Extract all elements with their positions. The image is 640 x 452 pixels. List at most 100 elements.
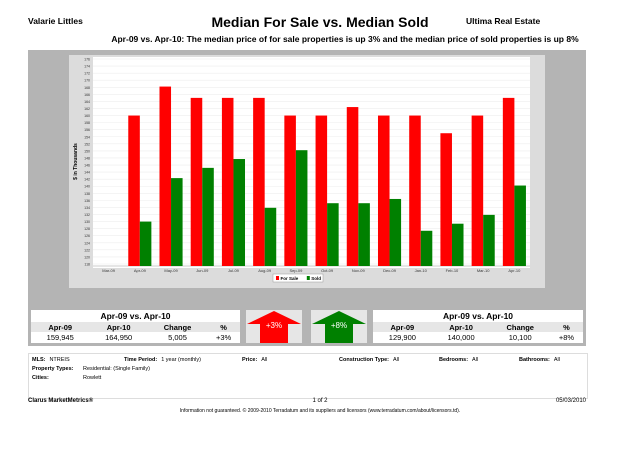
broker-name: Ultima Real Estate — [466, 16, 541, 26]
cities-criterion: Cities: Rowlett — [32, 375, 102, 381]
bar-sold — [420, 230, 433, 266]
y-tick-label: 158 — [84, 121, 90, 125]
for-sale-summary-title: Apr-09 vs. Apr-10 — [100, 311, 171, 321]
bar-for-sale — [253, 97, 265, 267]
plot-area — [93, 57, 530, 268]
bathrooms-criterion: Bathrooms: All — [519, 357, 560, 363]
legend-swatch — [276, 276, 279, 280]
bar-for-sale — [128, 115, 140, 266]
x-tick-label: Feb-10 — [446, 268, 459, 273]
cell: 140,000 — [447, 332, 475, 342]
bar-chart: 118 120 122 124 126 128 130 132 134 136 138 140 142 1… — [73, 57, 530, 283]
chart-panel: 118 120 122 124 126 128 130 132 134 136 138 140 142 1… — [69, 55, 545, 288]
y-tick-label: 120 — [84, 255, 90, 259]
cell: 5,005 — [168, 332, 187, 342]
x-tick-label: May-09 — [164, 268, 178, 273]
y-tick-label: 124 — [84, 241, 90, 245]
y-tick-label: 172 — [84, 72, 90, 76]
legend — [272, 273, 324, 283]
x-tick-label: Aug-09 — [258, 268, 272, 273]
x-tick-label: Mar-09 — [102, 268, 115, 273]
col-header: Apr-10 — [431, 322, 491, 332]
legend-label: Sold — [311, 276, 321, 281]
bar-for-sale — [159, 86, 172, 266]
up-arrow-icon: +8% — [312, 311, 366, 343]
bar-sold — [139, 221, 152, 266]
for-sale-arrow-label: +3% — [266, 321, 282, 330]
x-tick-label: Dec-09 — [383, 268, 397, 273]
x-tick-label: Jan-10 — [415, 268, 428, 273]
bar-sold — [389, 198, 402, 266]
x-tick-label: Nov-09 — [352, 268, 366, 273]
y-tick-label: 146 — [84, 164, 90, 168]
property-criterion: Property Types: Residential: (Single Fami… — [32, 366, 150, 372]
report-subtitle: Apr-09 vs. Apr-10: The median price of f… — [111, 34, 579, 44]
y-tick-label: 126 — [84, 234, 90, 238]
y-tick-label: 176 — [84, 58, 90, 62]
agent-name: Valarie Littles — [28, 16, 83, 26]
bar-sold — [327, 203, 339, 266]
bar-for-sale — [221, 97, 234, 267]
x-tick-label: Jul-09 — [228, 268, 240, 273]
bar-for-sale — [440, 133, 452, 266]
construction-criterion: Construction Type: All — [339, 357, 400, 363]
y-tick-label: 122 — [84, 248, 90, 252]
y-tick-label: 160 — [84, 114, 90, 118]
y-tick-label: 130 — [84, 220, 90, 224]
sold-summary-title: Apr-09 vs. Apr-10 — [442, 311, 514, 321]
cell: 164,950 — [105, 332, 133, 342]
bar-sold — [483, 214, 495, 266]
bar-sold — [451, 223, 464, 266]
y-tick-label: 118 — [84, 263, 90, 267]
bedrooms-criterion: Bedrooms: All — [439, 357, 479, 363]
bar-sold — [171, 178, 183, 266]
cell: 159,945 — [46, 332, 74, 342]
bar-sold — [295, 150, 308, 266]
bar-for-sale — [315, 115, 328, 266]
y-tick-label: 132 — [84, 213, 90, 217]
y-tick-label: 152 — [84, 142, 90, 146]
y-tick-label: 166 — [84, 93, 90, 97]
col-header: Apr-10 — [89, 322, 148, 332]
y-tick-label: 164 — [84, 100, 90, 104]
bar-for-sale — [377, 115, 390, 266]
footer-brand: Clarus MarketMetrics® — [28, 398, 94, 404]
bar-for-sale — [502, 97, 515, 267]
disclaimer: Information not guaranteed. © 2009-2010 … — [179, 408, 461, 414]
y-tick-label: 170 — [84, 79, 90, 83]
y-tick-label: 150 — [84, 149, 90, 153]
cell: +3% — [215, 332, 232, 342]
y-tick-label: 128 — [84, 227, 90, 231]
bar-sold — [202, 167, 214, 266]
cell: 10,100 — [508, 332, 532, 342]
bar-sold — [233, 159, 246, 266]
sold-summary: Apr-09 vs. Apr-10 Apr-09 Apr-10 Change% 12… — [373, 310, 583, 343]
bar-for-sale — [409, 115, 421, 266]
sold-arrow: +8% — [311, 310, 367, 343]
up-arrow-icon: +3% — [247, 311, 301, 343]
x-tick-label: Jun-09 — [196, 268, 209, 273]
y-tick-label: 168 — [84, 86, 90, 90]
bar-sold — [514, 185, 526, 266]
sold-arrow-label: +8% — [331, 321, 347, 330]
period-criterion: Time Period: 1 year (monthly) — [124, 357, 201, 363]
y-tick-label: 136 — [84, 199, 90, 203]
legend-label: For Sale — [281, 276, 299, 281]
bar-sold — [358, 203, 370, 266]
cell: +8% — [558, 332, 575, 342]
bar-for-sale — [346, 107, 359, 266]
search-criteria: MLS: NTREIS Time Period: 1 year (monthly) … — [28, 353, 588, 399]
y-tick-label: 156 — [84, 128, 90, 132]
cell: 129,900 — [388, 332, 416, 342]
mls-criterion: MLS: NTREIS — [32, 357, 70, 363]
y-axis-label: $ in Thousands — [73, 143, 79, 180]
y-tick-label: 154 — [84, 135, 90, 139]
col-header: Apr-09 — [373, 322, 432, 332]
y-tick-label: 134 — [84, 206, 90, 210]
y-tick-label: 142 — [84, 178, 90, 182]
report-date: 05/03/2010 — [555, 398, 586, 404]
col-header: Change — [490, 322, 550, 332]
y-tick-label: 140 — [84, 185, 90, 189]
y-tick-label: 144 — [84, 171, 90, 175]
